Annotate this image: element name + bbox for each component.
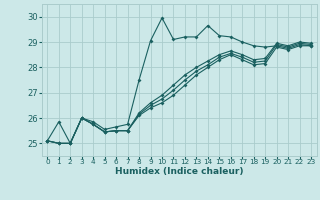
X-axis label: Humidex (Indice chaleur): Humidex (Indice chaleur) <box>115 167 244 176</box>
